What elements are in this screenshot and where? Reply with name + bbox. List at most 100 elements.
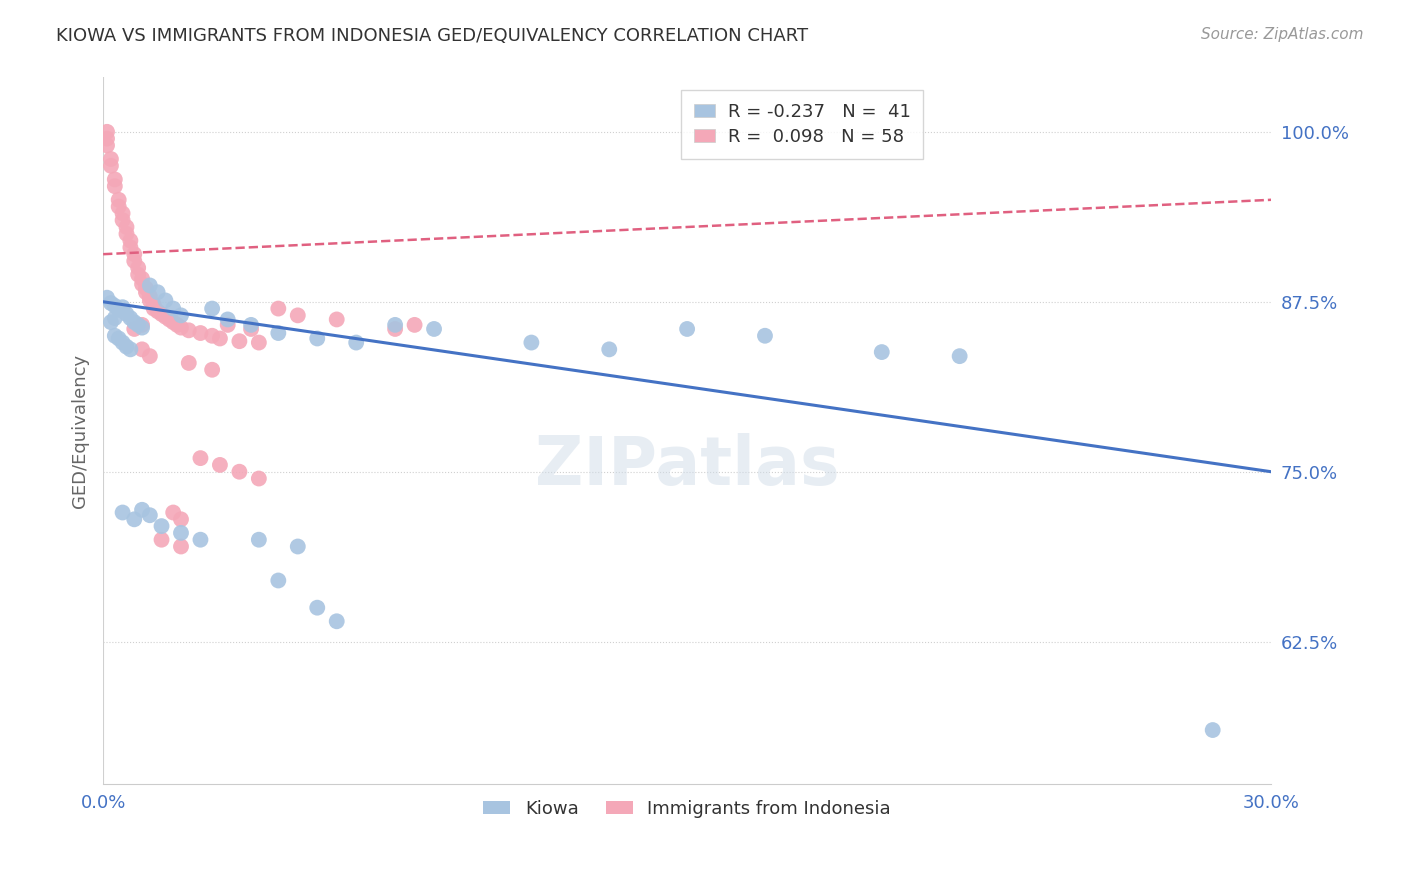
- Point: [307, 331, 329, 345]
- Point: [104, 328, 127, 343]
- Point: [170, 309, 193, 323]
- Point: [142, 301, 165, 316]
- Point: [124, 322, 146, 336]
- Point: [127, 318, 149, 332]
- Point: [287, 540, 309, 554]
- Point: [96, 125, 118, 139]
- Point: [115, 307, 138, 321]
- Point: [384, 322, 406, 336]
- Point: [146, 304, 169, 318]
- Point: [104, 311, 127, 326]
- Point: [115, 340, 138, 354]
- Point: [96, 131, 118, 145]
- Point: [131, 320, 153, 334]
- Point: [100, 159, 122, 173]
- Point: [142, 297, 165, 311]
- Point: [115, 219, 138, 234]
- Point: [166, 318, 188, 332]
- Point: [107, 193, 129, 207]
- Point: [107, 200, 129, 214]
- Point: [404, 318, 426, 332]
- Point: [190, 326, 212, 340]
- Point: [287, 309, 309, 323]
- Point: [100, 296, 122, 310]
- Point: [201, 328, 224, 343]
- Point: [131, 503, 153, 517]
- Point: [150, 519, 173, 533]
- Point: [676, 322, 699, 336]
- Point: [267, 301, 290, 316]
- Point: [155, 310, 177, 324]
- Point: [754, 328, 776, 343]
- Point: [150, 533, 173, 547]
- Point: [162, 301, 184, 316]
- Point: [177, 356, 200, 370]
- Point: [131, 271, 153, 285]
- Point: [423, 322, 446, 336]
- Point: [131, 318, 153, 332]
- Point: [325, 312, 347, 326]
- Point: [190, 451, 212, 466]
- Point: [131, 277, 153, 291]
- Point: [124, 254, 146, 268]
- Point: [267, 574, 290, 588]
- Point: [111, 506, 134, 520]
- Point: [139, 508, 162, 523]
- Point: [107, 302, 129, 317]
- Point: [135, 281, 157, 295]
- Point: [162, 506, 184, 520]
- Point: [177, 323, 200, 337]
- Point: [100, 152, 122, 166]
- Point: [100, 315, 122, 329]
- Point: [247, 471, 270, 485]
- Point: [247, 335, 270, 350]
- Point: [307, 600, 329, 615]
- Point: [139, 293, 162, 308]
- Point: [127, 268, 149, 282]
- Point: [208, 331, 231, 345]
- Point: [949, 349, 972, 363]
- Text: KIOWA VS IMMIGRANTS FROM INDONESIA GED/EQUIVALENCY CORRELATION CHART: KIOWA VS IMMIGRANTS FROM INDONESIA GED/E…: [56, 27, 808, 45]
- Point: [157, 312, 180, 326]
- Point: [170, 540, 193, 554]
- Point: [325, 614, 347, 628]
- Point: [120, 343, 142, 357]
- Point: [104, 172, 127, 186]
- Point: [162, 315, 184, 329]
- Point: [111, 206, 134, 220]
- Point: [240, 322, 263, 336]
- Point: [217, 318, 239, 332]
- Point: [146, 285, 169, 300]
- Point: [170, 512, 193, 526]
- Point: [111, 213, 134, 227]
- Point: [228, 334, 250, 349]
- Point: [96, 138, 118, 153]
- Point: [155, 293, 177, 308]
- Point: [127, 260, 149, 275]
- Point: [217, 312, 239, 326]
- Point: [135, 285, 157, 300]
- Point: [124, 247, 146, 261]
- Point: [115, 227, 138, 241]
- Point: [170, 320, 193, 334]
- Point: [131, 343, 153, 357]
- Point: [104, 179, 127, 194]
- Point: [598, 343, 620, 357]
- Point: [870, 345, 893, 359]
- Point: [384, 318, 406, 332]
- Point: [247, 533, 270, 547]
- Point: [111, 300, 134, 314]
- Point: [228, 465, 250, 479]
- Point: [139, 349, 162, 363]
- Point: [111, 335, 134, 350]
- Point: [170, 525, 193, 540]
- Point: [1202, 723, 1225, 737]
- Legend: Kiowa, Immigrants from Indonesia: Kiowa, Immigrants from Indonesia: [477, 792, 898, 825]
- Point: [96, 291, 118, 305]
- Point: [104, 299, 127, 313]
- Point: [240, 318, 263, 332]
- Point: [208, 458, 231, 472]
- Point: [150, 307, 173, 321]
- Point: [201, 363, 224, 377]
- Point: [139, 289, 162, 303]
